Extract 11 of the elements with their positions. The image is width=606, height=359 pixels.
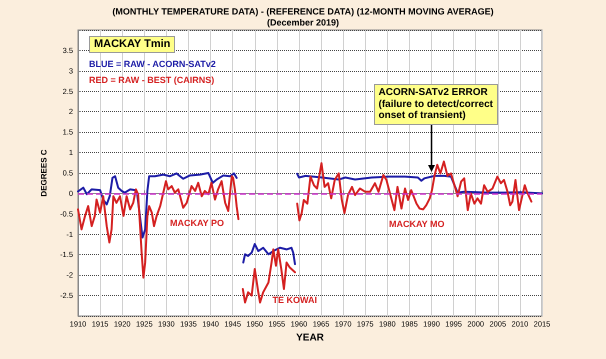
- annotation: ACORN-SATv2 ERROR (failure to detect/correct onset of transient): [374, 84, 498, 124]
- chart-title: (MONTHLY TEMPERATURE DATA) - (REFERENCE DATA) (12-MONTH MOVING AVERAGE): [112, 6, 494, 16]
- annotation: TE KOWAI: [272, 295, 317, 306]
- x-axis-title: YEAR: [296, 332, 325, 344]
- y-axis-title: DEGREES C: [40, 149, 48, 197]
- annotation: MACKAY PO: [170, 218, 224, 228]
- annotation: RED = RAW - BEST (CAIRNS): [89, 75, 214, 86]
- annotation: BLUE = RAW - ACORN-SATv2: [89, 59, 216, 70]
- chart-subtitle: (December 2019): [266, 18, 340, 28]
- annotation: MACKAY MO: [389, 219, 445, 230]
- annotation: MACKAY Tmin: [89, 36, 176, 53]
